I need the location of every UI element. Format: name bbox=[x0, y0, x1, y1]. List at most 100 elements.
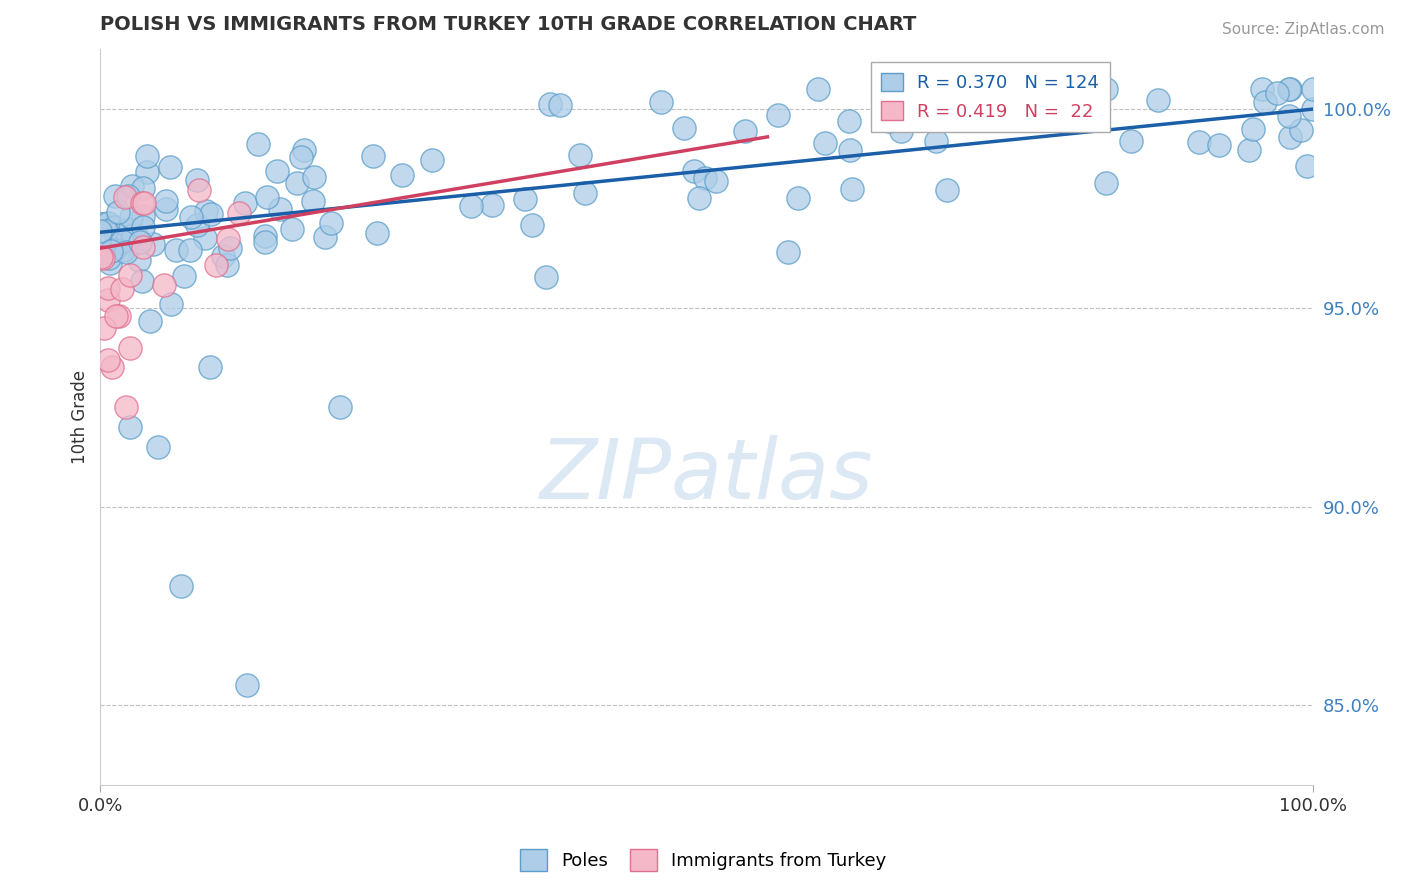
Point bbox=[228, 206, 250, 220]
Point bbox=[314, 229, 336, 244]
Point bbox=[321, 216, 343, 230]
Point bbox=[266, 163, 288, 178]
Point bbox=[136, 165, 159, 179]
Point bbox=[115, 244, 138, 259]
Point bbox=[1302, 82, 1324, 96]
Point bbox=[460, 199, 482, 213]
Point bbox=[254, 235, 277, 250]
Y-axis label: 10th Grade: 10th Grade bbox=[72, 370, 89, 464]
Point bbox=[924, 134, 946, 148]
Point bbox=[136, 149, 159, 163]
Point bbox=[1278, 82, 1301, 96]
Point bbox=[734, 123, 756, 137]
Legend: R = 0.370   N = 124, R = 0.419   N =  22: R = 0.370 N = 124, R = 0.419 N = 22 bbox=[870, 62, 1111, 131]
Point bbox=[841, 182, 863, 196]
Point bbox=[688, 191, 710, 205]
Point bbox=[98, 256, 121, 270]
Point bbox=[100, 244, 122, 258]
Point bbox=[118, 341, 141, 355]
Point bbox=[574, 186, 596, 201]
Point bbox=[146, 440, 169, 454]
Point bbox=[1147, 93, 1170, 107]
Point bbox=[281, 222, 304, 236]
Point bbox=[807, 82, 830, 96]
Point bbox=[215, 258, 238, 272]
Point bbox=[548, 98, 571, 112]
Point bbox=[195, 203, 218, 218]
Point bbox=[91, 218, 114, 232]
Point bbox=[1095, 82, 1118, 96]
Point bbox=[120, 211, 142, 225]
Point bbox=[115, 224, 138, 238]
Point bbox=[142, 237, 165, 252]
Point bbox=[120, 222, 142, 236]
Point bbox=[186, 218, 208, 232]
Point bbox=[101, 360, 124, 375]
Point bbox=[179, 243, 201, 257]
Point bbox=[1302, 102, 1324, 116]
Point bbox=[235, 195, 257, 210]
Point bbox=[194, 231, 217, 245]
Point bbox=[766, 108, 789, 122]
Point bbox=[103, 244, 125, 258]
Point bbox=[329, 400, 352, 414]
Point bbox=[285, 176, 308, 190]
Point bbox=[132, 209, 155, 223]
Point bbox=[131, 239, 153, 253]
Point bbox=[253, 228, 276, 243]
Point bbox=[1254, 95, 1277, 109]
Point bbox=[114, 190, 136, 204]
Point bbox=[302, 194, 325, 208]
Point bbox=[96, 224, 118, 238]
Point bbox=[118, 420, 141, 434]
Point bbox=[890, 124, 912, 138]
Point bbox=[105, 228, 128, 243]
Point bbox=[155, 202, 177, 216]
Point bbox=[1208, 137, 1230, 152]
Point bbox=[1265, 86, 1288, 100]
Point bbox=[1278, 82, 1301, 96]
Point bbox=[160, 297, 183, 311]
Point bbox=[105, 227, 128, 242]
Point bbox=[538, 97, 561, 112]
Point bbox=[1010, 106, 1032, 120]
Point bbox=[391, 169, 413, 183]
Point bbox=[97, 216, 120, 230]
Text: ZIPatlas: ZIPatlas bbox=[540, 435, 873, 516]
Point bbox=[520, 218, 543, 232]
Point bbox=[814, 136, 837, 150]
Point bbox=[481, 198, 503, 212]
Point bbox=[153, 278, 176, 293]
Point bbox=[1251, 82, 1274, 96]
Point bbox=[302, 169, 325, 184]
Point bbox=[1237, 143, 1260, 157]
Point bbox=[165, 244, 187, 258]
Point bbox=[1278, 109, 1301, 123]
Text: POLISH VS IMMIGRANTS FROM TURKEY 10TH GRADE CORRELATION CHART: POLISH VS IMMIGRANTS FROM TURKEY 10TH GR… bbox=[100, 15, 917, 34]
Point bbox=[200, 207, 222, 221]
Point bbox=[693, 171, 716, 186]
Point bbox=[97, 353, 120, 368]
Point bbox=[159, 160, 181, 174]
Point bbox=[200, 360, 222, 375]
Point bbox=[673, 120, 696, 135]
Point bbox=[1188, 135, 1211, 149]
Point bbox=[1278, 130, 1301, 145]
Point bbox=[236, 678, 259, 692]
Point bbox=[879, 114, 901, 128]
Point bbox=[1119, 134, 1142, 148]
Point bbox=[180, 210, 202, 224]
Point bbox=[1289, 122, 1312, 136]
Point bbox=[111, 235, 134, 250]
Point bbox=[103, 219, 125, 234]
Point bbox=[246, 136, 269, 151]
Point bbox=[256, 189, 278, 203]
Point bbox=[104, 189, 127, 203]
Point bbox=[839, 143, 862, 157]
Point bbox=[97, 293, 120, 307]
Point bbox=[422, 153, 444, 168]
Point bbox=[292, 144, 315, 158]
Point bbox=[217, 232, 239, 246]
Point bbox=[205, 258, 228, 272]
Text: Source: ZipAtlas.com: Source: ZipAtlas.com bbox=[1222, 22, 1385, 37]
